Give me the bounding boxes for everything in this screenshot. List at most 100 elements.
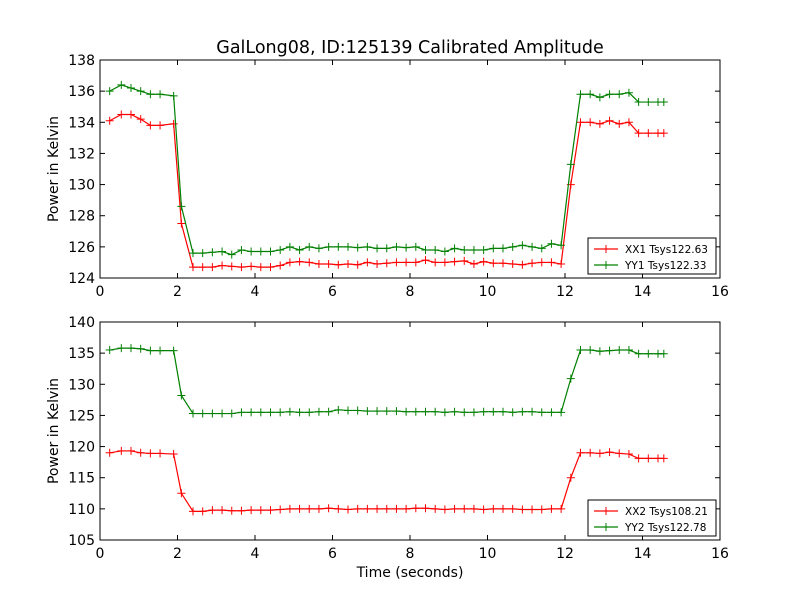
data-point bbox=[605, 116, 614, 125]
x-tick-label: 16 bbox=[711, 546, 729, 562]
data-point bbox=[595, 449, 604, 458]
bottom-subplot: 0 2 4 6 8 10 12 14 16 105 110 115 120 125 130 135 140 Pow… bbox=[46, 315, 729, 581]
y-tick-label: 132 bbox=[68, 146, 95, 162]
chart-title: GalLong08, ID:125139 Calibrated Amplitud… bbox=[216, 38, 603, 58]
data-point bbox=[421, 407, 430, 416]
data-point bbox=[489, 244, 498, 253]
data-point bbox=[382, 259, 391, 268]
data-point bbox=[411, 258, 420, 267]
data-point bbox=[460, 256, 469, 265]
data-point bbox=[537, 258, 546, 267]
data-point bbox=[285, 258, 294, 267]
data-point bbox=[624, 450, 633, 459]
data-point bbox=[189, 409, 197, 418]
data-point bbox=[169, 119, 178, 128]
series-line bbox=[109, 113, 664, 268]
data-point bbox=[227, 250, 236, 259]
data-point bbox=[479, 407, 488, 416]
data-point bbox=[479, 257, 488, 266]
data-point bbox=[256, 247, 265, 256]
data-point bbox=[373, 244, 382, 253]
data-point bbox=[489, 504, 498, 513]
data-point bbox=[146, 346, 155, 355]
data-point bbox=[547, 504, 556, 513]
series-2 bbox=[105, 344, 668, 418]
data-point bbox=[156, 346, 165, 355]
data-point bbox=[615, 90, 624, 99]
data-point bbox=[557, 241, 566, 250]
y-tick-label: 120 bbox=[68, 440, 95, 456]
data-point bbox=[353, 260, 362, 269]
data-point bbox=[189, 263, 197, 272]
data-point bbox=[247, 408, 256, 417]
y-tick-label: 136 bbox=[68, 84, 95, 100]
legend-label: XX2 Tsys108.21 bbox=[625, 506, 708, 518]
data-point bbox=[247, 506, 256, 515]
x-tick-label: 4 bbox=[251, 546, 260, 562]
data-point bbox=[156, 121, 165, 130]
data-point bbox=[392, 504, 401, 513]
legend: XX2 Tsys108.21 YY2 Tsys122.78 bbox=[587, 499, 717, 537]
data-point bbox=[256, 506, 265, 515]
data-point bbox=[237, 263, 246, 272]
series-1 bbox=[105, 446, 668, 516]
x-tick-label: 10 bbox=[479, 546, 497, 562]
data-point bbox=[237, 408, 246, 417]
data-point bbox=[177, 219, 186, 228]
data-point bbox=[285, 407, 294, 416]
data-point bbox=[450, 257, 459, 266]
y-tick-label: 125 bbox=[68, 408, 95, 424]
data-point bbox=[489, 407, 498, 416]
x-tick-label: 0 bbox=[96, 284, 105, 300]
data-point bbox=[624, 118, 633, 127]
data-point bbox=[295, 408, 304, 417]
data-point bbox=[508, 408, 517, 417]
data-point bbox=[363, 258, 372, 267]
data-point bbox=[136, 115, 145, 124]
data-point bbox=[489, 259, 498, 268]
data-point bbox=[508, 259, 517, 268]
data-point bbox=[189, 507, 197, 516]
x-tick-label: 2 bbox=[173, 284, 182, 300]
data-point bbox=[499, 504, 507, 513]
data-point bbox=[117, 446, 126, 455]
series-line bbox=[109, 450, 664, 512]
data-point bbox=[595, 347, 604, 356]
data-point bbox=[644, 98, 653, 107]
data-point bbox=[605, 448, 614, 457]
data-point bbox=[373, 504, 382, 513]
data-point bbox=[227, 506, 236, 515]
y-tick-label: 138 bbox=[68, 53, 95, 69]
data-point bbox=[615, 449, 624, 458]
data-point bbox=[344, 505, 352, 514]
data-point bbox=[634, 129, 643, 138]
data-point bbox=[127, 110, 135, 119]
series-line bbox=[109, 347, 664, 415]
data-point bbox=[208, 248, 217, 257]
data-point bbox=[547, 239, 556, 248]
data-point bbox=[295, 245, 304, 254]
data-point bbox=[586, 448, 595, 457]
data-point bbox=[528, 505, 537, 514]
data-point bbox=[421, 256, 430, 265]
data-point bbox=[518, 505, 527, 514]
data-point bbox=[218, 261, 227, 270]
legend-marker bbox=[602, 261, 610, 269]
data-point bbox=[547, 408, 556, 417]
data-point bbox=[431, 407, 440, 416]
data-point bbox=[566, 473, 575, 482]
data-point bbox=[237, 245, 246, 254]
y-tick-label: 124 bbox=[68, 271, 95, 287]
data-point bbox=[373, 259, 382, 268]
data-point bbox=[450, 407, 459, 416]
data-point bbox=[392, 407, 401, 416]
data-point bbox=[659, 98, 668, 107]
data-point bbox=[227, 262, 236, 271]
data-point bbox=[528, 259, 537, 268]
data-point bbox=[276, 408, 285, 417]
data-point bbox=[285, 504, 294, 513]
data-point bbox=[105, 448, 114, 457]
legend-label: XX1 Tsys122.63 bbox=[625, 244, 708, 256]
data-point bbox=[518, 260, 527, 269]
data-point bbox=[615, 346, 624, 355]
